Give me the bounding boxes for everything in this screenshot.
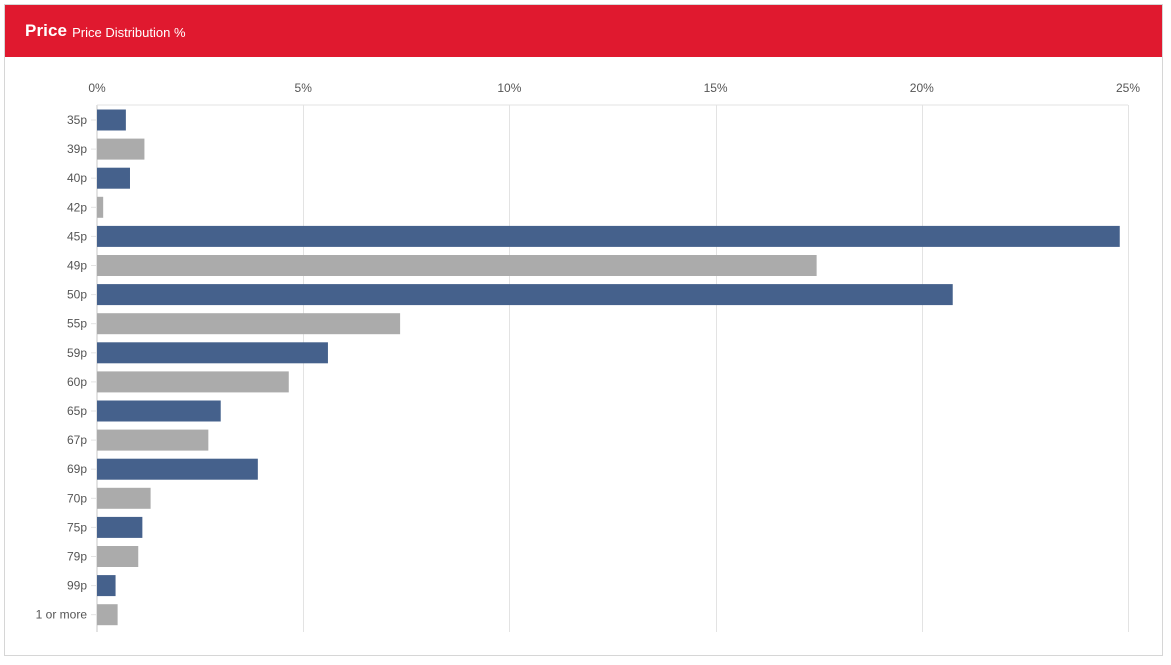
category-label: 70p — [67, 491, 87, 505]
category-label: 65p — [67, 404, 87, 418]
category-label: 35p — [67, 113, 87, 127]
chart-title: Price — [25, 21, 68, 40]
category-label: 45p — [67, 229, 87, 243]
category-label: 49p — [67, 259, 87, 273]
bar[interactable] — [97, 284, 953, 306]
category-label: 99p — [67, 579, 87, 593]
bar[interactable] — [97, 371, 289, 393]
category-label: 67p — [67, 433, 87, 447]
bar[interactable] — [97, 255, 817, 276]
x-tick-label: 15% — [704, 81, 728, 95]
bar[interactable] — [97, 196, 104, 218]
category-label: 75p — [67, 520, 87, 534]
x-tick-label: 0% — [88, 81, 106, 95]
bar[interactable] — [97, 604, 118, 626]
category-label: 69p — [67, 462, 87, 476]
bar[interactable] — [97, 458, 258, 480]
bar[interactable] — [97, 400, 221, 422]
x-tick-label: 10% — [497, 81, 521, 95]
category-label: 1 or more — [36, 608, 88, 622]
bar[interactable] — [97, 167, 130, 189]
bar[interactable] — [97, 487, 151, 509]
bar[interactable] — [97, 546, 139, 567]
category-label: 55p — [67, 317, 87, 331]
category-label: 50p — [67, 288, 87, 302]
bar[interactable] — [97, 313, 401, 335]
bar[interactable] — [97, 109, 126, 131]
bar[interactable] — [97, 138, 145, 160]
x-tick-label: 25% — [1116, 81, 1140, 95]
category-label: 79p — [67, 550, 87, 564]
bar[interactable] — [97, 225, 1120, 247]
bar[interactable] — [97, 429, 209, 451]
category-label: 40p — [67, 171, 87, 185]
bar[interactable] — [97, 575, 116, 597]
category-label: 59p — [67, 346, 87, 360]
bar[interactable] — [97, 516, 143, 538]
x-tick-label: 20% — [910, 81, 934, 95]
chart-header: Price Price Distribution % — [5, 5, 1162, 57]
chart-subtitle: Price Distribution % — [72, 24, 186, 40]
x-tick-label: 5% — [295, 81, 313, 95]
category-label: 39p — [67, 142, 87, 156]
category-label: 42p — [67, 200, 87, 214]
category-label: 60p — [67, 375, 87, 389]
bar[interactable] — [97, 342, 328, 364]
